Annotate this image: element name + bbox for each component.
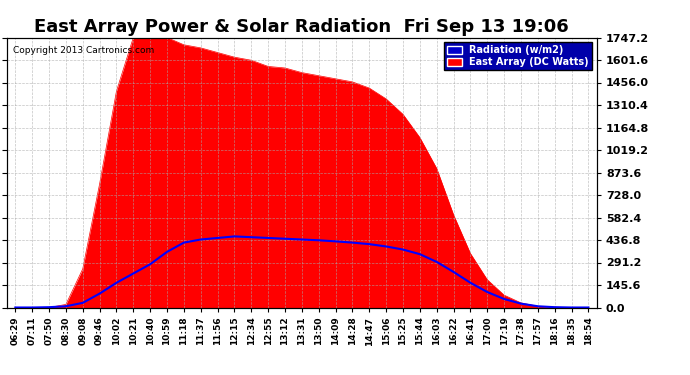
Legend: Radiation (w/m2), East Array (DC Watts): Radiation (w/m2), East Array (DC Watts) [444, 42, 592, 70]
Title: East Array Power & Solar Radiation  Fri Sep 13 19:06: East Array Power & Solar Radiation Fri S… [34, 18, 569, 36]
Text: Copyright 2013 Cartronics.com: Copyright 2013 Cartronics.com [13, 46, 154, 55]
